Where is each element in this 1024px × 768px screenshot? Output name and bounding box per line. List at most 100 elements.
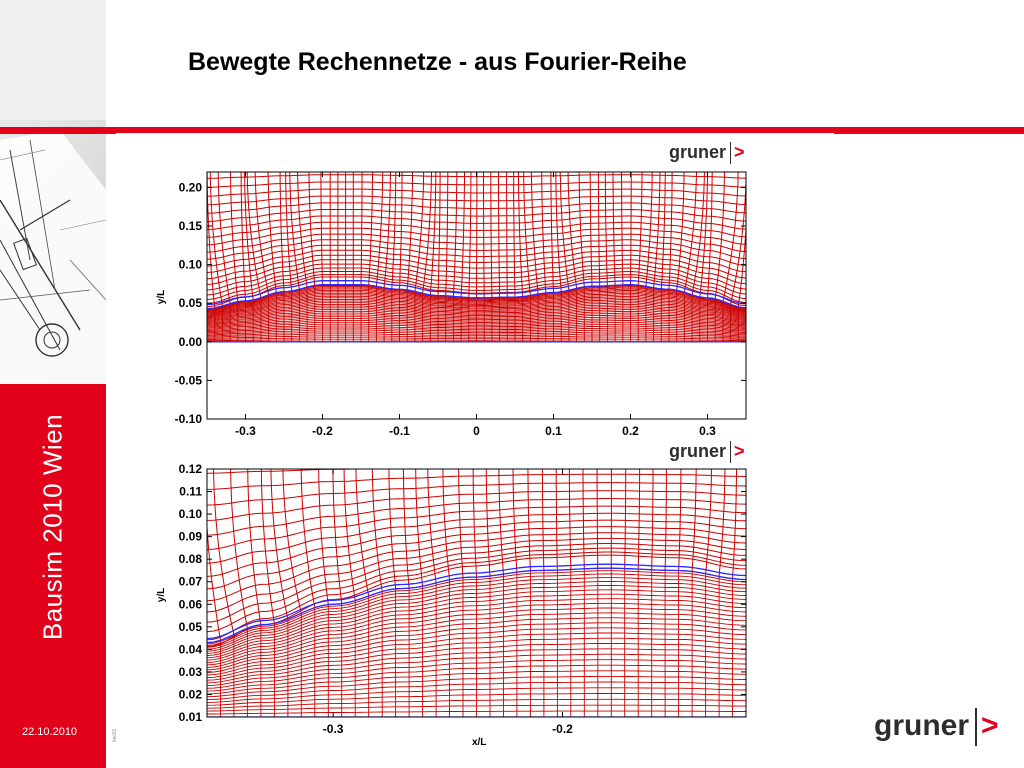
mesh-column-above	[582, 469, 585, 569]
mesh-grid	[207, 167, 746, 343]
y-tick-label: 0.09	[179, 530, 203, 544]
mesh-column-above	[300, 469, 316, 608]
mesh-column-above	[468, 172, 472, 298]
y-tick-label: 0.20	[179, 180, 203, 194]
mesh-line-above	[207, 167, 746, 169]
y-tick-label: 0.10	[179, 258, 203, 272]
mesh-column-above	[559, 172, 570, 291]
y-tick-label: 0.12	[179, 462, 203, 476]
mesh-column-above	[383, 172, 391, 288]
mesh-column-above	[209, 172, 223, 307]
mesh-column-above	[567, 172, 578, 289]
x-tick-label: -0.1	[389, 424, 410, 438]
brand-logo: gruner >	[874, 708, 999, 746]
mesh-column-above	[676, 172, 685, 291]
mesh-column-above	[422, 172, 432, 294]
mesh-column-above	[596, 469, 599, 569]
mesh-column-above	[705, 469, 712, 574]
mesh-column-above	[332, 469, 343, 604]
mesh-column-above	[490, 172, 493, 298]
x-tick-label: -0.3	[235, 424, 256, 438]
mesh-column-above	[612, 172, 616, 286]
x-tick-label: -0.2	[552, 722, 573, 736]
x-tick-label: -0.3	[323, 722, 344, 736]
mesh-column-above	[683, 172, 698, 293]
mesh-column-above	[289, 172, 300, 290]
y-tick-label: 0.15	[179, 219, 203, 233]
logo-arrow-icon: >	[734, 142, 745, 162]
mesh-column-above	[267, 172, 277, 293]
mesh-column-above	[722, 172, 739, 302]
y-tick-label: 0.04	[179, 642, 203, 656]
mesh-column-above	[518, 172, 524, 297]
water-surface-line	[207, 280, 746, 306]
header-rule-left	[0, 127, 116, 134]
header-rule-middle	[116, 127, 834, 133]
x-tick-label: 0.1	[545, 424, 562, 438]
mesh-column-above	[707, 172, 713, 298]
mesh-column-above	[732, 469, 738, 579]
mesh-column-above	[714, 172, 725, 299]
mesh-column-above	[645, 172, 653, 287]
mesh-column-above	[637, 469, 641, 570]
mesh-column-above	[578, 172, 585, 287]
x-tick-label: 0.3	[699, 424, 716, 438]
mesh-line-above	[207, 532, 746, 602]
mesh-line-above	[207, 519, 746, 577]
mesh-column-above	[399, 172, 403, 290]
x-tick-label: -0.2	[312, 424, 333, 438]
sidebar-photo	[0, 0, 106, 384]
mesh-column-above	[270, 469, 289, 620]
mesh-column-above	[718, 469, 726, 577]
mesh-column-above	[452, 172, 458, 297]
mesh-column-above	[445, 172, 449, 296]
mesh-column-above	[282, 469, 302, 614]
mesh-column-above	[664, 469, 667, 571]
mesh-column-above	[414, 172, 425, 292]
slide-title: Bewegte Rechennetze - aus Fourier-Reihe	[188, 48, 687, 76]
y-axis-label: y/L	[156, 588, 167, 602]
mesh-column-above	[630, 172, 632, 285]
y-tick-label: 0.00	[179, 335, 203, 349]
chart-2-logo: gruner >	[669, 441, 745, 464]
mesh-column-above	[458, 469, 464, 578]
y-tick-label: 0.07	[179, 575, 203, 589]
mesh-column-above	[368, 172, 374, 286]
y-tick-label: 0.02	[179, 687, 203, 701]
brand-logo-separator	[975, 708, 978, 746]
mesh-column-above	[212, 469, 235, 635]
slide-date: 22.10.2010	[22, 726, 78, 738]
mesh-column-above	[343, 469, 356, 601]
mesh-column-above	[483, 172, 485, 298]
brand-logo-arrow-icon: >	[981, 708, 999, 742]
mesh-column-above	[207, 519, 221, 641]
mesh-column-above	[230, 172, 239, 302]
mesh-grid	[207, 469, 746, 717]
mesh-column-above	[512, 469, 518, 573]
mesh-line-above	[207, 554, 746, 648]
mesh-column-above	[541, 172, 547, 293]
y-tick-label: 0.03	[179, 665, 203, 679]
mesh-column-above	[541, 469, 545, 571]
water-surface-line	[207, 284, 746, 310]
logo-arrow-icon: >	[734, 441, 745, 461]
mesh-column-above	[555, 469, 558, 571]
mesh-column-above	[550, 172, 554, 293]
mesh-column-above	[460, 172, 465, 298]
mesh-column-above	[297, 172, 308, 288]
y-tick-label: -0.10	[175, 412, 203, 426]
x-tick-label: 0.2	[622, 424, 639, 438]
mesh-column-above	[230, 469, 248, 629]
y-tick-label: 0.08	[179, 552, 203, 566]
x-tick-label: 0	[473, 424, 480, 438]
mesh-column-above	[624, 469, 627, 569]
mesh-column-above	[498, 469, 504, 575]
mesh-column-above	[320, 172, 323, 285]
mesh-column-above	[660, 172, 666, 289]
mesh-column-above	[442, 469, 450, 580]
conference-title: Bausim 2010 Wien	[37, 413, 68, 641]
y-tick-label: 0.06	[179, 597, 203, 611]
mesh-column-above	[402, 469, 410, 589]
mesh-column-above	[651, 469, 654, 570]
y-tick-label: 0.10	[179, 507, 203, 521]
